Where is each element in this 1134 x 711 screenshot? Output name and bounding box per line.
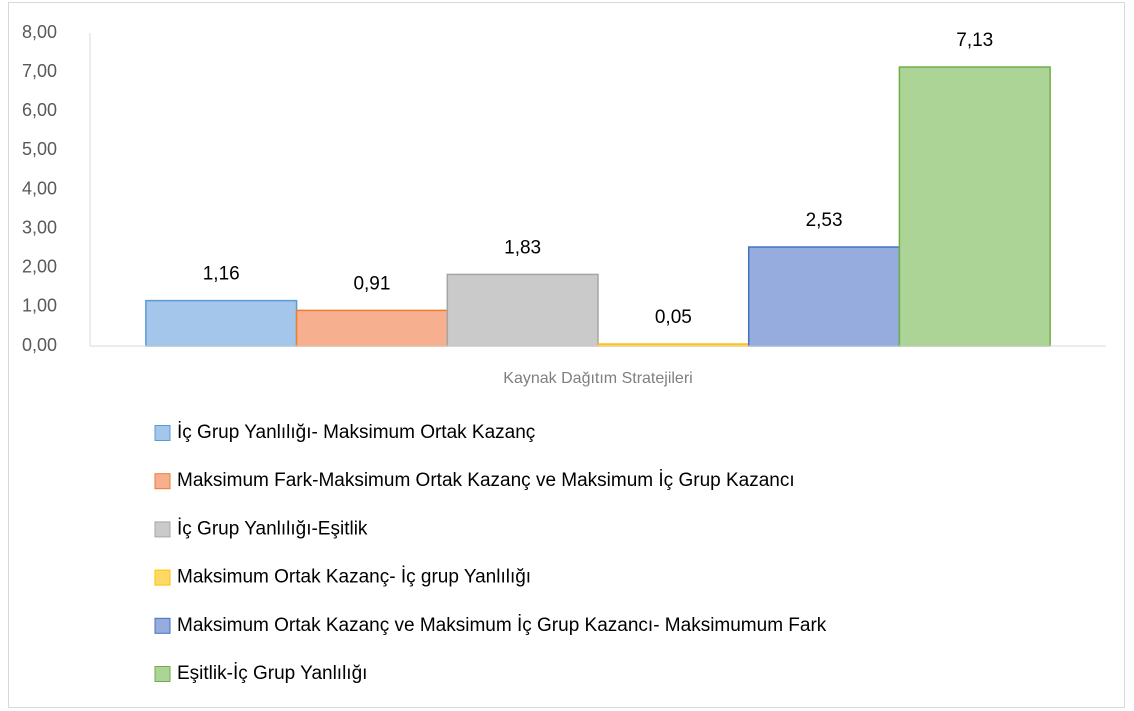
bar	[747, 246, 901, 347]
legend-swatch	[154, 425, 171, 441]
legend-swatch	[154, 473, 171, 490]
legend-label: Maksimum Fark-Maksimum Ortak Kazanç ve M…	[177, 470, 795, 491]
y-tick-label: 8,00	[22, 22, 57, 42]
data-label: 1,16	[203, 264, 240, 285]
data-label: 2,53	[806, 210, 843, 231]
legend-swatch	[154, 666, 171, 682]
data-label: 0,91	[353, 273, 390, 294]
data-label: 1,83	[504, 237, 541, 258]
legend-label: Eşitlik-İç Grup Yanlılığı	[177, 663, 367, 684]
y-tick-label: 6,00	[22, 100, 57, 120]
y-tick-label: 1,00	[22, 296, 57, 316]
bar	[145, 299, 298, 347]
y-tick-label: 0,00	[22, 335, 57, 355]
legend-label: Maksimum Ortak Kazanç ve Maksimum İç Gru…	[177, 615, 827, 636]
y-tick-label: 7,00	[22, 61, 57, 81]
y-tick-label: 3,00	[22, 217, 57, 237]
legend-label: Maksimum Ortak Kazanç- İç grup Yanlılığı	[177, 567, 531, 588]
data-label: 7,13	[956, 30, 993, 51]
bar	[295, 309, 449, 347]
legend-label: İç Grup Yanlılığı- Maksimum Ortak Kazanç	[177, 422, 535, 443]
x-category-label: Kaynak Dağıtım Stratejileri	[503, 370, 692, 387]
data-label: 0,05	[655, 307, 692, 328]
legend-swatch	[154, 617, 171, 634]
legend-swatch	[154, 569, 171, 586]
bar	[898, 66, 1051, 347]
legend-swatch	[154, 521, 171, 538]
bar	[446, 273, 599, 347]
legend-label: İç Grup Yanlılığı-Eşitlik	[177, 518, 368, 539]
y-tick-label: 5,00	[22, 139, 57, 159]
y-tick-label: 2,00	[22, 257, 57, 277]
y-tick-label: 4,00	[22, 178, 57, 198]
